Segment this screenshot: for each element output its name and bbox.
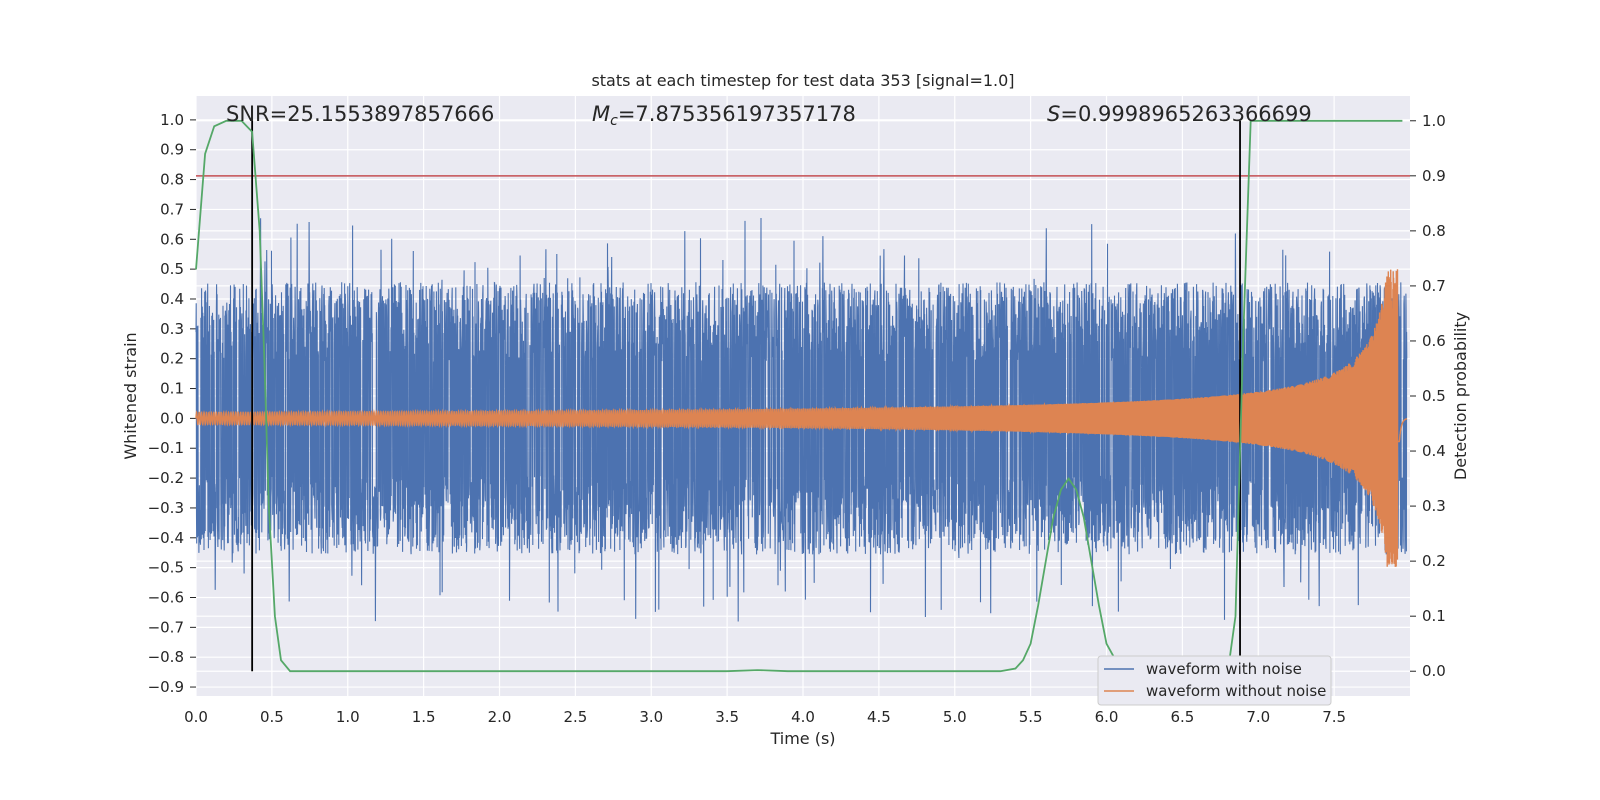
s-symbol: S: [1047, 102, 1060, 126]
y-left-tick-label: −0.9: [148, 678, 184, 696]
y-left-tick-label: 0.1: [160, 380, 184, 398]
y-left-tick-label: 0.8: [160, 171, 184, 189]
x-axis-ticks: 0.0 0.5 1.0 1.5 2.0 2.5 3.0 3.5 4.0 4.5 5.0 5.5 6.0 6…: [184, 708, 1346, 726]
y-right-tick-label: 0.2: [1422, 552, 1446, 570]
y-left-tick-label: −0.7: [148, 618, 184, 636]
x-tick-label: 6.0: [1095, 708, 1119, 726]
legend-label-noise: waveform with noise: [1146, 660, 1302, 678]
waveform-without-noise-line: [195, 269, 1408, 567]
x-tick-label: 0.0: [184, 708, 208, 726]
y-left-tick-label: 0.0: [160, 409, 184, 427]
y-left-tick-label: −0.3: [148, 499, 184, 517]
mc-subscript: c: [610, 113, 618, 129]
x-tick-label: 7.0: [1246, 708, 1270, 726]
x-tick-label: 4.0: [791, 708, 815, 726]
x-axis-label: Time (s): [769, 729, 835, 748]
x-tick-label: 4.5: [867, 708, 891, 726]
mc-annotation: Mc=7.875356197357178: [592, 102, 856, 129]
x-tick-label: 2.5: [563, 708, 587, 726]
chart-title: stats at each timestep for test data 353…: [591, 71, 1014, 90]
y-left-axis-ticks: 1.0 0.9 0.8 0.7 0.6 0.5 0.4 0.3 0.2 0.1 0.0 −0.1 −0.…: [148, 111, 196, 696]
x-tick-label: 3.5: [715, 708, 739, 726]
mc-value: =7.875356197357178: [618, 102, 856, 126]
y-right-axis-ticks: 1.0 0.9 0.8 0.7 0.6 0.5 0.4 0.3 0.2 0.1 0.0: [1410, 112, 1446, 680]
y-left-tick-label: 0.2: [160, 350, 184, 368]
y-right-tick-label: 0.4: [1422, 442, 1446, 460]
y-left-tick-label: 0.7: [160, 200, 184, 218]
y-right-tick-label: 0.0: [1422, 662, 1446, 680]
y-left-tick-label: 0.3: [160, 320, 184, 338]
y-left-tick-label: −0.2: [148, 469, 184, 487]
snr-annotation: SNR=25.1553897857666: [226, 102, 494, 126]
x-tick-label: 1.0: [336, 708, 360, 726]
x-tick-label: 3.0: [639, 708, 663, 726]
y-left-tick-label: −0.1: [148, 439, 184, 457]
legend: waveform with noise waveform without noi…: [1097, 655, 1332, 706]
y-left-tick-label: 0.9: [160, 141, 184, 159]
y-left-tick-label: 0.6: [160, 230, 184, 248]
y-left-tick-label: −0.5: [148, 559, 184, 577]
y-right-tick-label: 0.1: [1422, 607, 1446, 625]
y-right-tick-label: 1.0: [1422, 112, 1446, 130]
y-left-tick-label: 1.0: [160, 111, 184, 129]
x-tick-label: 5.5: [1019, 708, 1043, 726]
y-right-tick-label: 0.7: [1422, 277, 1446, 295]
x-tick-label: 0.5: [260, 708, 284, 726]
y-right-tick-label: 0.3: [1422, 497, 1446, 515]
x-tick-label: 7.5: [1322, 708, 1346, 726]
legend-label-clean: waveform without noise: [1146, 682, 1326, 700]
y-left-axis-label: Whitened strain: [121, 332, 140, 459]
legend-box: [1097, 655, 1332, 706]
x-tick-label: 2.0: [488, 708, 512, 726]
y-right-tick-label: 0.9: [1422, 167, 1446, 185]
x-tick-label: 1.5: [412, 708, 436, 726]
y-left-tick-label: −0.6: [148, 588, 184, 606]
y-right-tick-label: 0.8: [1422, 222, 1446, 240]
y-left-tick-label: 0.4: [160, 290, 184, 308]
x-tick-label: 6.5: [1170, 708, 1194, 726]
mc-symbol: M: [592, 102, 610, 126]
y-left-tick-label: −0.8: [148, 648, 184, 666]
x-tick-label: 5.0: [943, 708, 967, 726]
y-right-axis-label: Detection probability: [1451, 312, 1470, 480]
y-right-tick-label: 0.6: [1422, 332, 1446, 350]
y-left-tick-label: 0.5: [160, 260, 184, 278]
y-left-tick-label: −0.4: [148, 529, 184, 547]
s-value: =0.9998965263366699: [1060, 102, 1311, 126]
y-right-tick-label: 0.5: [1422, 387, 1446, 405]
s-annotation: S=0.9998965263366699: [1047, 102, 1312, 126]
